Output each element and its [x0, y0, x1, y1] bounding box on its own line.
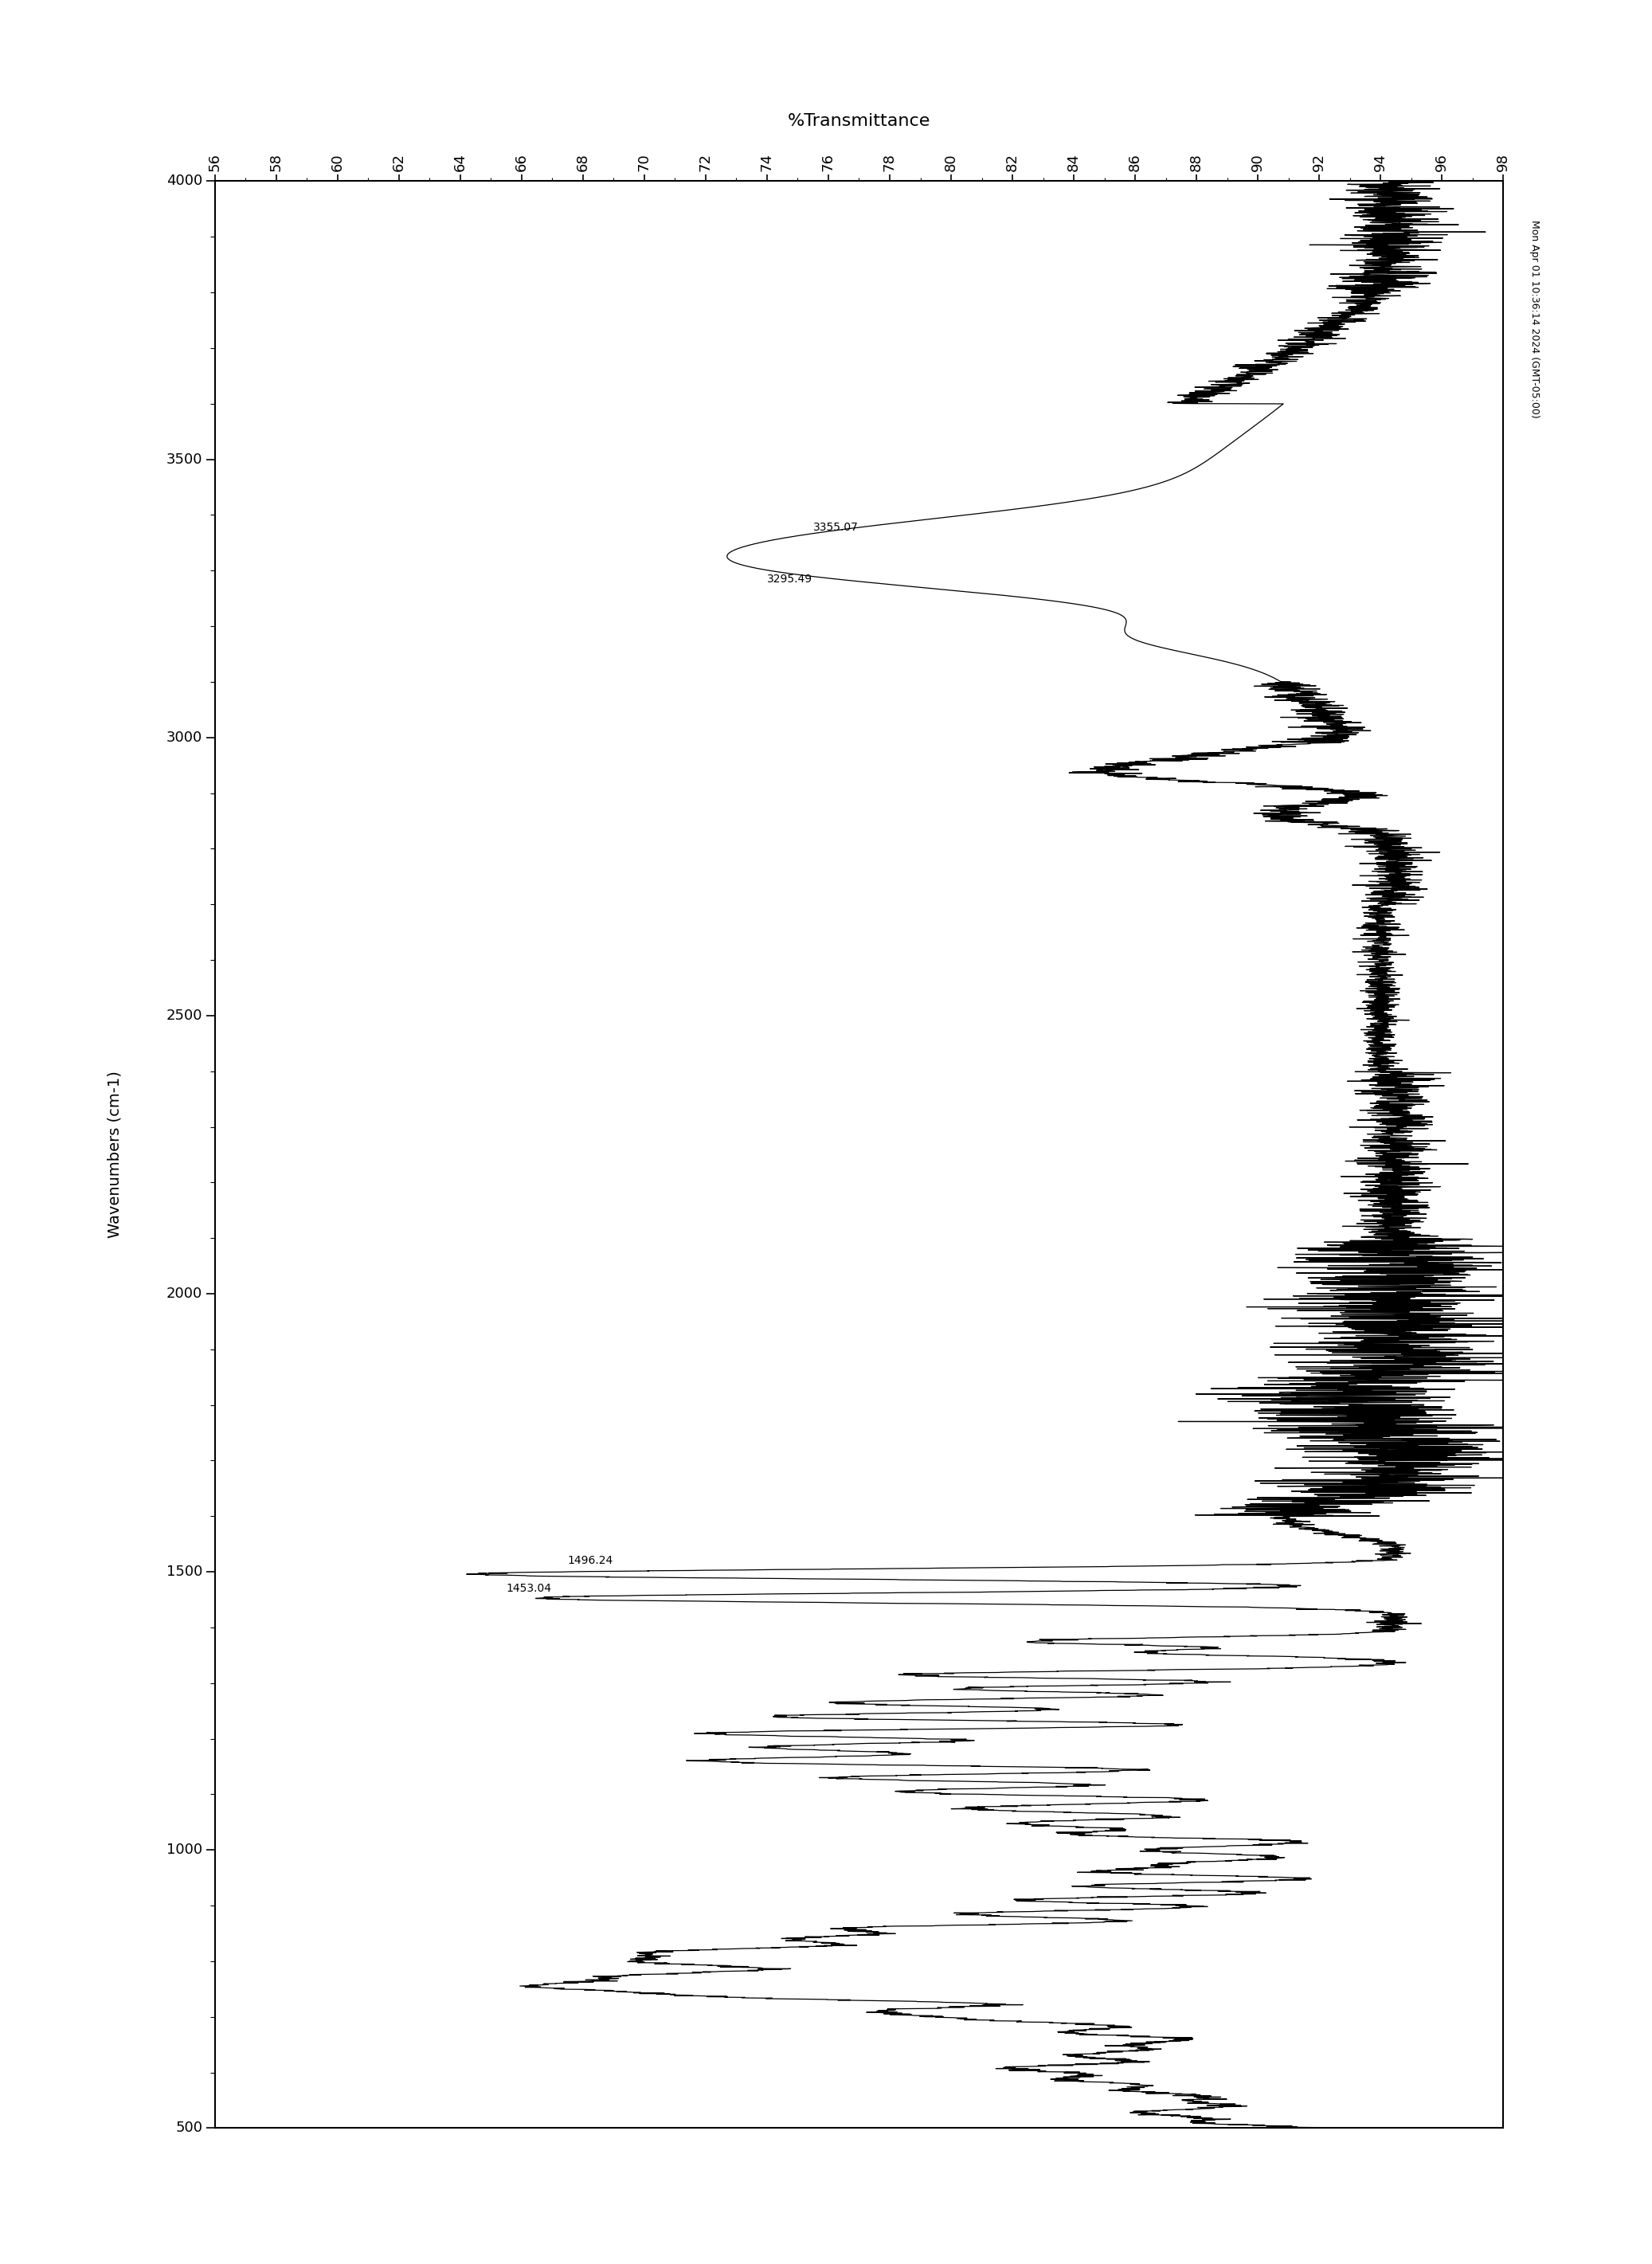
- Text: 3355.07: 3355.07: [813, 521, 859, 532]
- Text: 3295.49: 3295.49: [767, 573, 813, 584]
- Y-axis label: Wavenumbers (cm-1): Wavenumbers (cm-1): [107, 1071, 122, 1238]
- Title: %Transmittance: %Transmittance: [788, 113, 930, 129]
- Text: 1496.24: 1496.24: [568, 1555, 613, 1567]
- Text: Mon Apr 01 10:36:14 2024 (GMT-05:00): Mon Apr 01 10:36:14 2024 (GMT-05:00): [1530, 220, 1540, 419]
- Text: 1453.04: 1453.04: [506, 1583, 552, 1594]
